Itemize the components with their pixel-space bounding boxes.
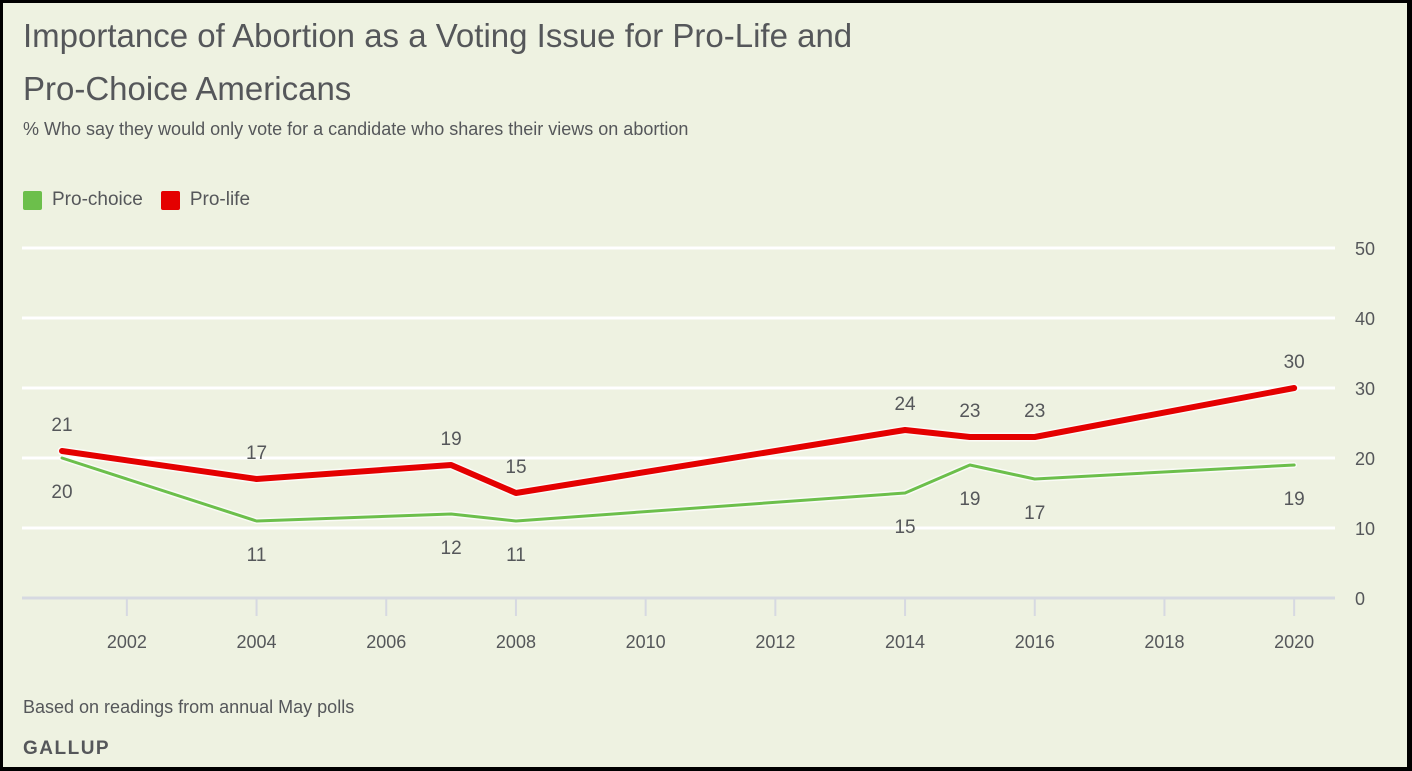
data-label-pro-choice-2015: 19 — [959, 489, 980, 510]
data-label-pro-life-2016: 23 — [1024, 401, 1045, 422]
legend: Pro-choice Pro-life — [23, 189, 268, 211]
y-tick-label-20: 20 — [1355, 449, 1375, 469]
chart-subtitle: % Who say they would only vote for a can… — [23, 119, 689, 139]
data-label-pro-choice-2008: 11 — [506, 545, 526, 566]
data-label-pro-choice-2004: 11 — [247, 545, 267, 566]
y-tick-label-10: 10 — [1355, 519, 1375, 539]
chart-title: Importance of Abortion as a Voting Issue… — [23, 9, 1023, 115]
legend-item-pro-life: Pro-life — [160, 189, 251, 211]
x-tick-label-2006: 2006 — [366, 632, 406, 652]
y-tick-label-40: 40 — [1355, 309, 1375, 329]
chart-title-line-1: Importance of Abortion as a Voting Issue… — [23, 17, 853, 54]
y-tick-label-0: 0 — [1355, 589, 1365, 609]
legend-label-pro-choice: Pro-choice — [52, 189, 143, 210]
x-tick-label-2004: 2004 — [237, 632, 277, 652]
legend-label-pro-life: Pro-life — [189, 189, 251, 210]
chart-frame: Importance of Abortion as a Voting Issue… — [3, 3, 1407, 767]
data-label-pro-life-2015: 23 — [959, 401, 980, 422]
y-tick-label-30: 30 — [1355, 379, 1375, 399]
series-line-pro-life — [59, 385, 1298, 496]
data-label-pro-life-2020: 30 — [1284, 352, 1305, 373]
data-label-pro-life-2001: 21 — [51, 415, 72, 436]
x-tick-label-2012: 2012 — [755, 632, 795, 652]
data-label-pro-choice-2001: 20 — [51, 482, 72, 503]
chart-title-line-2: Pro-Choice Americans — [23, 70, 352, 107]
data-label-pro-life-2004: 17 — [246, 443, 267, 464]
data-label-pro-choice-2014: 15 — [894, 517, 915, 538]
x-tick-label-2010: 2010 — [626, 632, 666, 652]
data-label-pro-choice-2016: 17 — [1024, 503, 1045, 524]
legend-swatch-pro-life — [160, 190, 180, 210]
x-tick-label-2016: 2016 — [1015, 632, 1055, 652]
data-label-pro-choice-2020: 19 — [1284, 489, 1305, 510]
chart-note: Based on readings from annual May polls — [23, 697, 355, 717]
x-tick-label-2008: 2008 — [496, 632, 536, 652]
series-line-pro-choice — [60, 456, 1296, 523]
x-tick-label-2020: 2020 — [1274, 632, 1314, 652]
data-label-pro-life-2008: 15 — [505, 457, 526, 478]
x-tick-label-2018: 2018 — [1144, 632, 1184, 652]
data-label-pro-choice-2007: 12 — [441, 538, 462, 559]
y-tick-label-50: 50 — [1355, 239, 1375, 259]
data-label-pro-life-2014: 24 — [894, 394, 916, 415]
x-tick-label-2014: 2014 — [885, 632, 925, 652]
source-logo: GALLUP — [23, 738, 111, 759]
x-tick-label-2002: 2002 — [107, 632, 147, 652]
data-label-pro-life-2007: 19 — [441, 429, 462, 450]
legend-item-pro-choice: Pro-choice — [23, 189, 143, 211]
legend-swatch-pro-choice — [23, 190, 42, 210]
